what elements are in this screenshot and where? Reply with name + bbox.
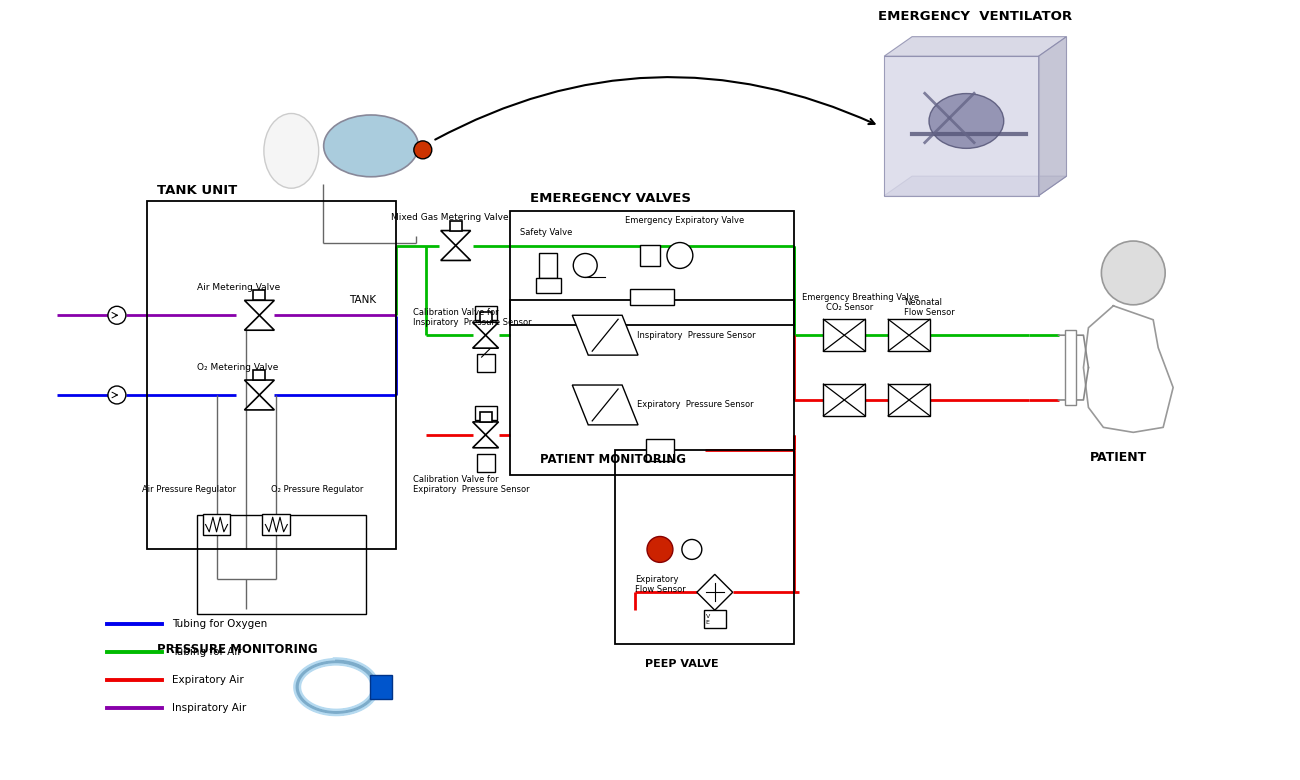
Text: V
E: V E (706, 614, 710, 625)
Circle shape (647, 537, 673, 562)
Text: Expiratory
Flow Sensor: Expiratory Flow Sensor (636, 575, 686, 594)
Circle shape (682, 540, 702, 559)
Bar (477, 454, 494, 472)
Text: PATIENT: PATIENT (1089, 451, 1147, 464)
Text: Air Pressure Regulator: Air Pressure Regulator (142, 485, 235, 495)
Ellipse shape (324, 115, 419, 177)
Bar (511, 211, 794, 325)
Bar (1065, 330, 1076, 405)
Bar (536, 278, 560, 292)
Text: Inspiratory Air: Inspiratory Air (172, 703, 246, 713)
Bar (540, 253, 558, 278)
Polygon shape (473, 434, 498, 448)
Text: EMEREGENCY VALVES: EMEREGENCY VALVES (530, 192, 692, 205)
Polygon shape (572, 315, 638, 355)
Text: Expiratory Air: Expiratory Air (172, 675, 243, 685)
Text: Expiratory  Pressure Sensor: Expiratory Pressure Sensor (637, 400, 754, 410)
Bar (888, 384, 930, 416)
Bar (263, 513, 290, 536)
Text: Neonatal
Flow Sensor: Neonatal Flow Sensor (903, 298, 954, 317)
Bar (640, 244, 660, 267)
Text: Air Metering Valve: Air Metering Valve (196, 283, 280, 292)
Text: Emergency Breathing Valve: Emergency Breathing Valve (802, 292, 919, 302)
Circle shape (667, 243, 693, 268)
Text: O₂ Pressure Regulator: O₂ Pressure Regulator (272, 485, 364, 495)
Bar (480, 412, 491, 422)
Bar (254, 370, 265, 380)
Bar (615, 450, 794, 644)
Polygon shape (244, 380, 274, 395)
Bar (629, 289, 675, 305)
Text: CO₂ Sensor: CO₂ Sensor (827, 303, 874, 312)
Bar (147, 200, 396, 549)
Polygon shape (244, 395, 274, 410)
Text: EMERGENCY  VENTILATOR: EMERGENCY VENTILATOR (879, 10, 1072, 23)
Text: Emergency Expiratory Valve: Emergency Expiratory Valve (625, 216, 745, 225)
Bar (370, 675, 391, 699)
Text: Calibration Valve for
Inspiratory  Pressure Sensor: Calibration Valve for Inspiratory Pressu… (413, 307, 532, 327)
Bar (884, 56, 1039, 196)
Polygon shape (244, 300, 274, 315)
Polygon shape (884, 176, 1066, 196)
Circle shape (1101, 241, 1165, 305)
Bar (477, 354, 494, 372)
Text: TANK UNIT: TANK UNIT (157, 184, 237, 197)
Text: PATIENT MONITORING: PATIENT MONITORING (541, 453, 686, 466)
Bar (450, 221, 461, 231)
Polygon shape (884, 37, 1066, 56)
Polygon shape (473, 422, 498, 434)
Text: PRESSURE MONITORING: PRESSURE MONITORING (157, 643, 317, 655)
Bar (888, 319, 930, 351)
Text: PEEP VALVE: PEEP VALVE (645, 659, 719, 669)
Polygon shape (697, 574, 733, 610)
Text: TANK: TANK (348, 296, 376, 305)
Bar (480, 312, 491, 322)
Polygon shape (441, 246, 471, 261)
Circle shape (573, 254, 597, 278)
Bar (646, 439, 673, 461)
Bar (823, 384, 866, 416)
Polygon shape (441, 231, 471, 246)
Bar (703, 610, 725, 628)
Text: Mixed Gas Metering Valve: Mixed Gas Metering Valve (391, 213, 508, 222)
Polygon shape (473, 335, 498, 348)
Text: Inspiratory  Pressure Sensor: Inspiratory Pressure Sensor (637, 331, 755, 340)
Ellipse shape (264, 113, 318, 188)
Text: Tubing for Oxygen: Tubing for Oxygen (172, 619, 266, 629)
Bar (823, 319, 866, 351)
Text: Safety Valve: Safety Valve (520, 228, 573, 237)
Text: Tubing for Air: Tubing for Air (172, 647, 242, 657)
Bar (254, 290, 265, 300)
Polygon shape (244, 315, 274, 330)
Circle shape (108, 386, 126, 404)
Bar (474, 406, 497, 420)
Bar (196, 515, 367, 614)
Ellipse shape (930, 94, 1004, 148)
Polygon shape (572, 385, 638, 425)
Bar (203, 513, 230, 536)
Bar (474, 307, 497, 321)
Text: O₂ Metering Valve: O₂ Metering Valve (196, 363, 278, 371)
Bar (511, 300, 794, 475)
Polygon shape (1039, 37, 1066, 196)
Polygon shape (473, 322, 498, 335)
Text: Calibration Valve for
Expiratory  Pressure Sensor: Calibration Valve for Expiratory Pressur… (413, 475, 529, 495)
Circle shape (413, 141, 432, 159)
Circle shape (108, 307, 126, 324)
